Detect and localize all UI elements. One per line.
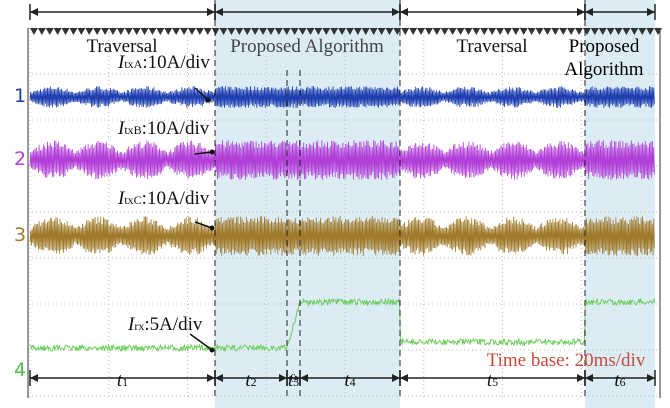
channel-label: Irx:5A/div bbox=[127, 314, 203, 335]
pointer-head bbox=[210, 226, 215, 231]
channel-number: 2 bbox=[14, 148, 26, 170]
channel-number: 4 bbox=[14, 359, 26, 381]
interval-label: t5 bbox=[487, 370, 498, 391]
pointer-head bbox=[206, 98, 211, 103]
channel-number: 1 bbox=[14, 85, 26, 107]
pointer-head bbox=[210, 150, 215, 155]
phase-label: Proposed bbox=[569, 36, 640, 57]
channel-label: ItxB:10A/div bbox=[117, 118, 210, 139]
phase-label: Algorithm bbox=[564, 59, 643, 80]
channel-number: 3 bbox=[14, 224, 26, 246]
scope-figure: 1234TraversalProposed AlgorithmTraversal… bbox=[0, 0, 670, 408]
channel-label: ItxC:10A/div bbox=[117, 188, 210, 209]
interval-label: t1 bbox=[117, 370, 128, 391]
phase-label: Proposed Algorithm bbox=[230, 36, 384, 57]
pointer-head bbox=[210, 348, 215, 353]
phase-label: Traversal bbox=[456, 36, 527, 57]
time-base: Time base: 20ms/div bbox=[487, 350, 646, 371]
